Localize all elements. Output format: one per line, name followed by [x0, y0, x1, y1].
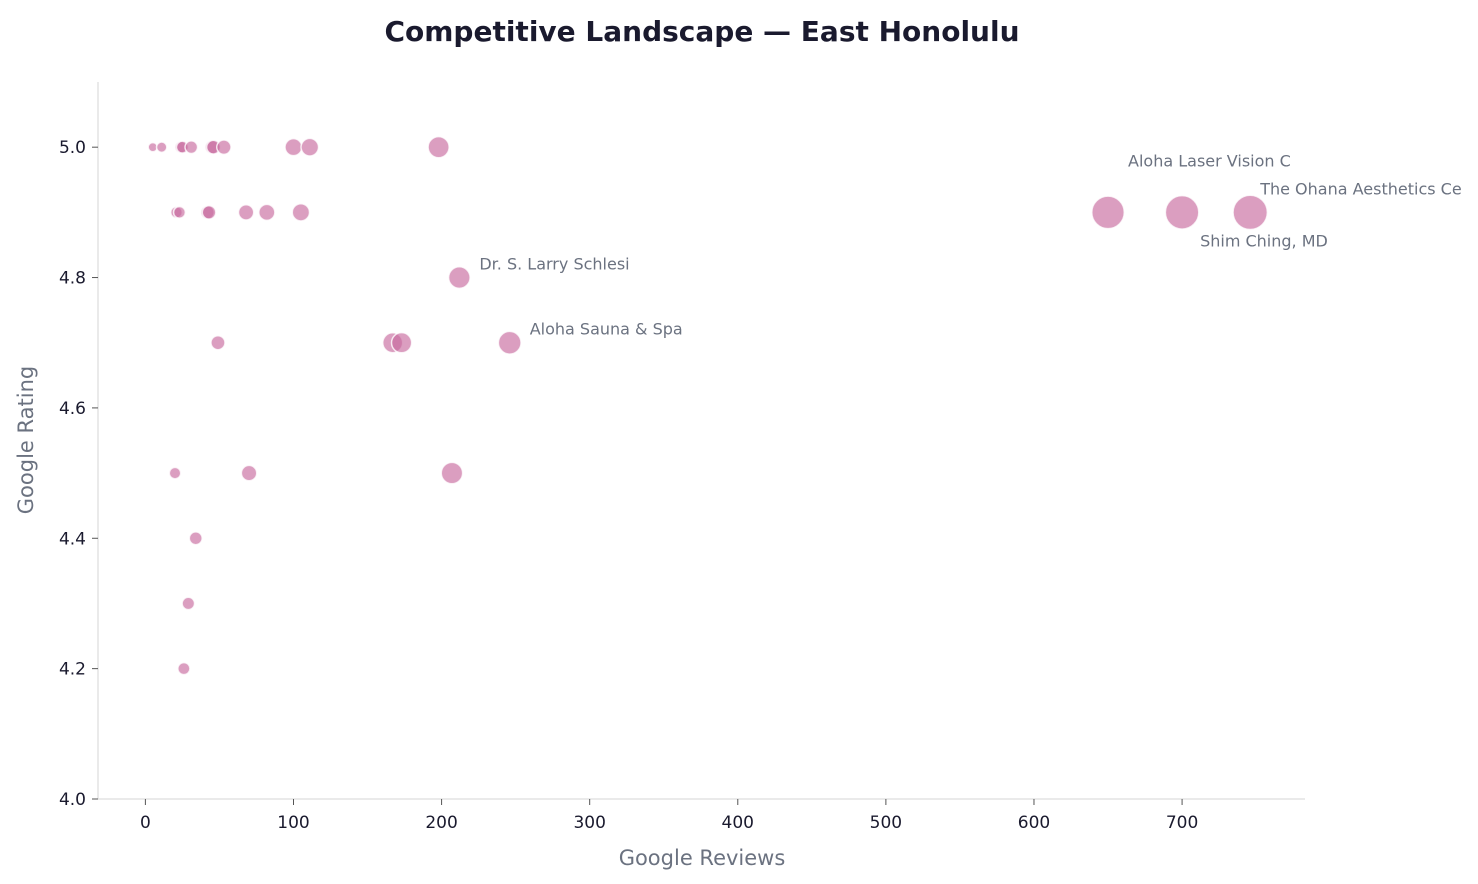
data-point [1164, 194, 1200, 230]
point-annotation: Aloha Sauna & Spa [530, 320, 683, 339]
data-point [1091, 195, 1126, 230]
plot-area: 0 100 200 300 400 500 600 700 4.0 4.2 4.4 4.6 4.8 5.0… [59, 82, 1462, 833]
y-tick-label: 5.0 [59, 138, 86, 158]
x-tick-label: 0 [140, 813, 151, 833]
data-point [201, 204, 217, 220]
chart-title: Competitive Landscape — East Honolulu [384, 15, 1019, 48]
y-tick-label: 4.8 [59, 269, 86, 289]
data-point [390, 331, 413, 354]
data-point [447, 266, 471, 290]
data-point [237, 203, 255, 221]
y-tick-label: 4.6 [59, 399, 86, 419]
data-point [497, 330, 522, 355]
data-point [427, 135, 450, 159]
y-axis-label: Google Rating [14, 366, 38, 514]
data-point [300, 137, 320, 157]
data-point [188, 531, 203, 546]
data-point [168, 466, 182, 480]
data-point [210, 334, 226, 351]
point-annotation: Shim Ching, MD [1200, 231, 1328, 250]
point-annotation: Dr. S. Larry Schlesi [479, 255, 629, 274]
data-point [291, 202, 311, 222]
data-point [284, 137, 303, 157]
data-point [181, 596, 196, 611]
data-point [258, 203, 276, 222]
point-annotation: The Ohana Aesthetics Ce [1259, 179, 1461, 198]
x-tick-label: 300 [573, 813, 605, 833]
data-point [1232, 194, 1269, 231]
data-point [172, 205, 187, 220]
x-tick-label: 200 [425, 813, 457, 833]
point-annotation: Aloha Laser Vision C [1128, 151, 1291, 170]
x-tick-label: 500 [870, 813, 902, 833]
x-tick-label: 100 [277, 813, 309, 833]
x-axis-label: Google Reviews [619, 846, 786, 870]
data-point [184, 140, 199, 155]
x-tick-label: 700 [1166, 813, 1198, 833]
data-point [155, 141, 168, 154]
data-point [177, 661, 191, 676]
x-tick-label: 400 [722, 813, 754, 833]
x-tick-label: 600 [1018, 813, 1050, 833]
data-point [440, 461, 464, 485]
data-point [215, 139, 232, 156]
data-point [240, 464, 258, 482]
y-tick-label: 4.4 [59, 529, 86, 549]
y-tick-label: 4.0 [59, 790, 86, 810]
y-tick-label: 4.2 [59, 660, 86, 680]
